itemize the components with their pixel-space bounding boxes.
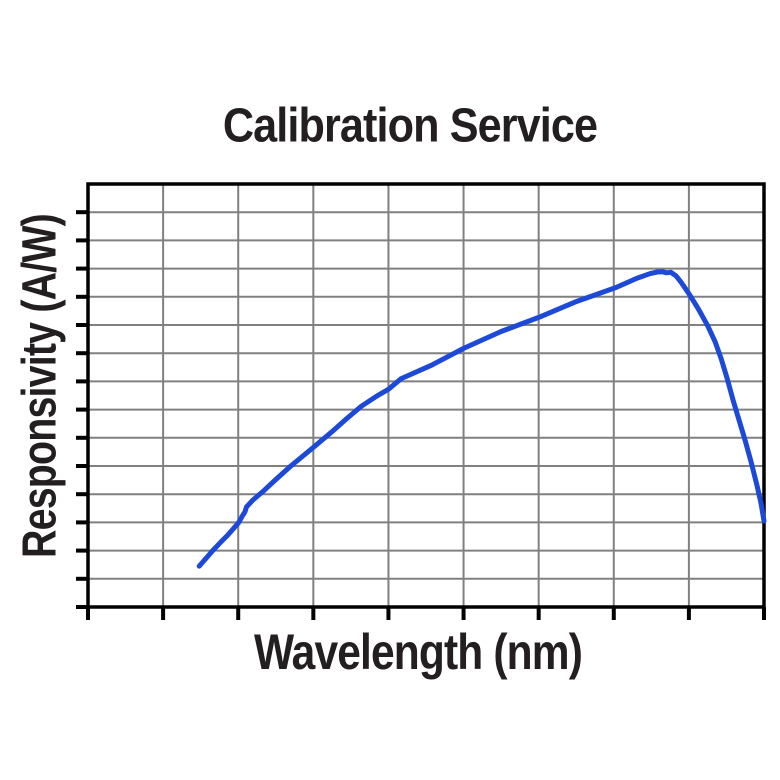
responsivity-curve	[196, 269, 767, 569]
gridlines	[88, 184, 764, 607]
axis-frame	[86, 182, 766, 609]
axis-ticks	[76, 210, 766, 620]
x-axis-label: Wavelength (nm)	[253, 624, 583, 680]
chart-title: Calibration Service	[222, 99, 598, 153]
